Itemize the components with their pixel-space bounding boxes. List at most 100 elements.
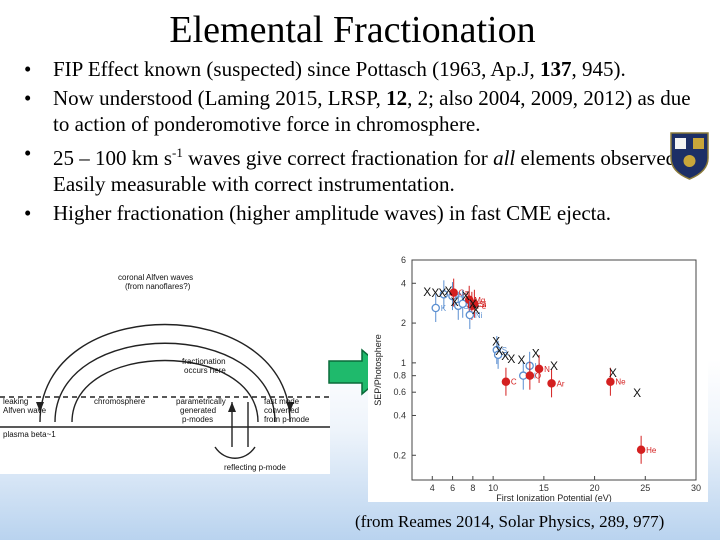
bullet-text-segment: all (493, 146, 516, 170)
x-marker: X (518, 353, 526, 367)
bullet-item: • Higher fractionation (higher amplitude … (20, 200, 710, 226)
point-label: Ne (615, 378, 626, 387)
label-plasma-beta: plasma beta~1 (3, 430, 56, 439)
bullet-text-segment: 12 (386, 86, 408, 110)
data-point (449, 288, 458, 297)
y-tick-label: 1 (401, 358, 406, 368)
point-label: C (511, 378, 517, 387)
x-marker: X (609, 366, 617, 380)
y-tick-label: 4 (401, 278, 406, 288)
bullet-text-segment: Now understood (Laming 2015, LRSP, (53, 86, 387, 110)
bullet-item: • 25 – 100 km s-1 waves give correct frac… (20, 140, 710, 197)
reflecting-pmode-curve (214, 446, 256, 459)
x-tick-label: 8 (470, 483, 475, 493)
y-tick-label: 0.6 (393, 387, 406, 397)
x-marker: X (532, 346, 540, 360)
label-coronal-alfven: coronal Alfven waves (118, 273, 193, 282)
label-chromosphere: chromosphere (94, 397, 146, 406)
bullet-list: • FIP Effect known (suspected) since Pott… (20, 56, 710, 229)
university-crest-icon (670, 132, 709, 180)
bullet-text-segment: 137 (540, 57, 572, 81)
bullet-text-segment: , 945). (571, 57, 626, 81)
x-marker: X (507, 352, 515, 366)
data-point (636, 445, 646, 455)
x-marker: X (423, 285, 431, 299)
figure-caption: (from Reames 2014, Solar Physics, 289, 9… (355, 512, 665, 531)
x-marker: X (445, 284, 453, 298)
bullet-item: • Now understood (Laming 2015, LRSP, 12, … (20, 85, 710, 137)
label-leaking: leaking (3, 397, 28, 406)
data-point (439, 290, 449, 299)
label-reflecting-pmode: reflecting p-mode (224, 463, 286, 472)
point-label: Ar (557, 379, 565, 388)
x-marker: X (438, 286, 446, 300)
label-pmodes: p-modes (182, 415, 213, 424)
x-tick-label: 4 (430, 483, 435, 493)
bullet-text-segment: elements observed. Easily measurable wit… (53, 146, 682, 196)
data-point (431, 303, 440, 313)
y-tick-label: 0.4 (393, 410, 406, 420)
x-tick-label: 15 (539, 483, 549, 493)
point-label: K (441, 304, 447, 313)
point-label: Ca (459, 289, 470, 298)
x-marker: X (469, 297, 477, 311)
x-marker: X (550, 359, 558, 373)
data-point (525, 371, 535, 380)
bullet-glyph: • (24, 86, 32, 110)
point-label: O (535, 372, 541, 381)
y-tick-label: 6 (401, 255, 406, 265)
data-point (493, 350, 503, 360)
label-occurs-here: occurs here (184, 366, 226, 375)
coronal-loop-inner (71, 359, 259, 423)
x-marker: X (492, 335, 500, 349)
data-point (606, 377, 615, 386)
x-marker: X (501, 349, 509, 363)
x-marker: X (633, 386, 641, 400)
bullet-text-segment: -1 (172, 145, 183, 160)
bullet-glyph: • (24, 57, 32, 81)
x-marker: X (462, 289, 470, 303)
bullet-text-segment: waves give correct fractionation for (182, 146, 494, 170)
x-marker: X (451, 295, 459, 309)
coronal-loop-outer (39, 323, 291, 423)
label-converted: converted (264, 406, 299, 415)
label-fast-mode: fast mode (264, 397, 300, 406)
point-label: N (544, 365, 550, 374)
fip-fractionation-diagram: coronal Alfven waves (from nanoflares?) … (0, 252, 330, 474)
coronal-loop-middle (54, 342, 276, 423)
bullet-text-segment: 25 – 100 km s (53, 146, 173, 170)
x-marker: X (431, 286, 439, 300)
x-marker: X (495, 344, 503, 358)
x-tick-label: 25 (640, 483, 650, 493)
y-tick-label: 0.8 (393, 371, 406, 381)
data-point (534, 364, 544, 374)
x-tick-label: 10 (488, 483, 498, 493)
bullet-text-segment: Higher fractionation (higher amplitude w… (53, 201, 612, 225)
point-label: Ni (475, 311, 483, 320)
bullet-glyph: • (24, 141, 32, 165)
point-label: Al (457, 292, 464, 301)
x-tick-label: 6 (450, 483, 455, 493)
label-fractionation: fractionation (182, 357, 226, 366)
x-marker: X (472, 303, 480, 317)
label-alfven-wave: Alfven wave (3, 406, 47, 415)
slide-title: Elemental Fractionation (169, 9, 536, 51)
label-nanoflares: (from nanoflares?) (125, 282, 191, 291)
x-axis-label: First Ionization Potential (eV) (496, 493, 612, 502)
bullet-text-segment: FIP Effect known (suspected) since Potta… (53, 57, 541, 81)
data-point (458, 299, 467, 309)
bullet-glyph: • (24, 201, 32, 225)
point-label: P (503, 351, 508, 360)
bullet-text-segment: , 2; also 2004, 2009, 2012) as due to ac… (53, 86, 691, 136)
point-label: He (646, 446, 657, 455)
fip-scatter-chart: 4 6 8 10 15 20 25 30 0.2 0.4 0.6 0.8 1 2 4 6 First Ioniz… (368, 250, 708, 503)
point-label: Mg (474, 296, 485, 305)
point-label: Si (479, 300, 486, 309)
x-tick-label: 20 (590, 483, 600, 493)
plot-frame (411, 259, 697, 481)
label-from-pmode: from p-mode (264, 415, 310, 424)
point-label: Fe (477, 302, 487, 311)
point-label: S (502, 346, 507, 355)
data-point (465, 310, 475, 320)
data-point (547, 379, 556, 388)
